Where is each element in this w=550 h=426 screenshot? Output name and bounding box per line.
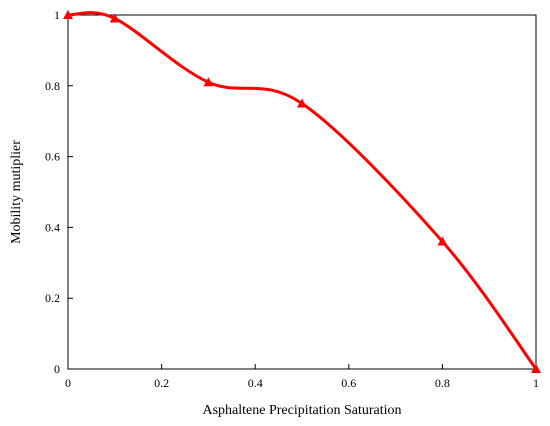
y-axis-title: Mobility mutiplier xyxy=(9,140,24,244)
y-tick-label: 0.4 xyxy=(45,220,60,234)
series-line xyxy=(67,11,538,370)
plot-frame xyxy=(67,14,537,370)
x-tick-label: 0.6 xyxy=(341,376,356,390)
data-point-marker xyxy=(531,364,541,373)
data-point-marker xyxy=(109,13,120,23)
y-tick-label: 0.6 xyxy=(45,150,60,164)
y-tick-label: 0 xyxy=(54,362,60,376)
y-axis-ticks: 0 0.2 0.4 0.6 0.8 1 xyxy=(45,8,73,376)
x-axis-title: Asphaltene Precipitation Saturation xyxy=(202,403,401,418)
data-point-marker xyxy=(297,98,307,108)
y-tick-label: 0.2 xyxy=(45,291,60,305)
data-point-marker xyxy=(63,10,73,19)
data-point-marker xyxy=(203,77,214,87)
x-tick-label: 0.2 xyxy=(154,376,169,390)
x-axis-ticks: 0 0.2 0.4 0.6 0.8 1 xyxy=(65,364,539,390)
x-tick-label: 0 xyxy=(65,376,71,390)
series-markers xyxy=(63,10,541,373)
data-point-marker xyxy=(437,236,448,246)
y-tick-label: 0.8 xyxy=(45,79,60,93)
x-tick-label: 1 xyxy=(533,376,539,390)
y-tick-label: 1 xyxy=(54,8,60,22)
x-tick-label: 0.8 xyxy=(435,376,450,390)
x-tick-label: 0.4 xyxy=(248,376,263,390)
